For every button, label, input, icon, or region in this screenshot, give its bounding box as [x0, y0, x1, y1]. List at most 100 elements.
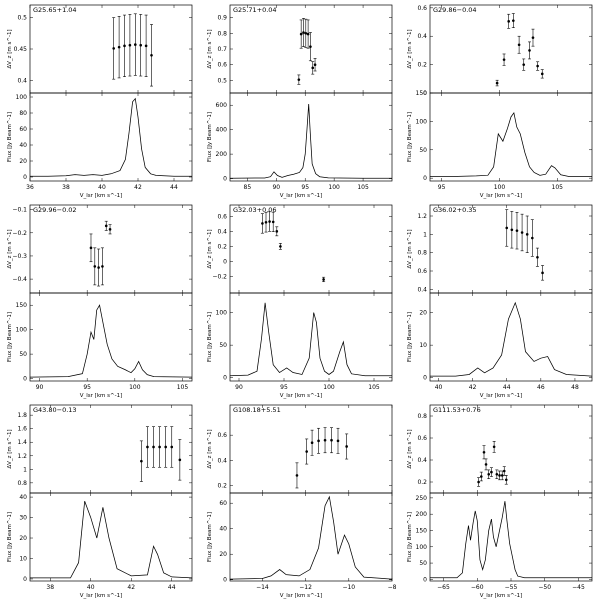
bottom-y-axis-label: Flux [Jy Beam^-1]	[207, 112, 213, 162]
top-y-tick-label: 0.2	[217, 482, 227, 489]
bottom-y-tick-label: 50	[19, 351, 27, 358]
data-point	[322, 278, 325, 281]
bottom-y-axis-label: Flux [Jy Beam^-1]	[407, 312, 413, 362]
data-point	[299, 32, 303, 36]
data-point	[345, 445, 348, 448]
x-axis-label: V_lsr [km s^-1]	[280, 593, 322, 599]
x-tick-label: −14	[256, 584, 269, 591]
top-y-tick-label: −0.2	[12, 230, 27, 237]
panel-1: G25.65+1.04 36 38 40 42 44 0.4 0.45 0.5 0 20 40 60 80…	[7, 4, 193, 199]
bottom-y-tick-label: 50	[419, 560, 427, 567]
spectrum-line	[430, 501, 592, 579]
x-tick-label: 40	[87, 584, 95, 591]
data-point	[531, 36, 535, 39]
bottom-y-tick-label: 0	[23, 576, 27, 583]
top-y-axis-label: ΔV_z [m s^-1]	[407, 429, 413, 468]
x-tick-label: 100	[328, 184, 340, 191]
top-y-axis-label: ΔV_z [m s^-1]	[407, 29, 413, 68]
data-point	[108, 228, 112, 231]
bottom-y-tick-label: 100	[416, 544, 428, 551]
bottom-y-tick-label: 150	[416, 527, 428, 534]
x-tick-label: 105	[357, 184, 369, 191]
x-tick-label: 100	[129, 384, 141, 391]
panel-title: G25.71+0.04	[233, 6, 277, 14]
data-point	[305, 450, 308, 453]
data-point	[97, 266, 100, 269]
panel-4: G29.96−0.02 90 95 100 105 −0.4 −0.3 −0.2 −0.1 0 50…	[7, 204, 193, 399]
bottom-y-tick-label: 0	[223, 577, 227, 584]
panel-title: G36.02+0.35	[433, 206, 477, 214]
panel-5: G32.03+0.06 90 95 100 105 −0.2 0 0.2 0.4 0.6 0 50 10…	[207, 204, 393, 399]
data-point	[495, 81, 499, 85]
data-point	[101, 265, 104, 268]
panel-title: G29.86−0.04	[433, 6, 477, 14]
bottom-panel-frame	[429, 492, 593, 582]
top-y-tick-label: 0.2	[217, 243, 227, 250]
data-point	[164, 445, 167, 449]
bottom-y-tick-label: 200	[416, 511, 428, 518]
bottom-panel-frame	[429, 292, 593, 382]
data-point	[89, 246, 93, 250]
data-point	[275, 230, 279, 233]
top-panel-frame	[429, 404, 593, 494]
top-y-tick-label: 0.9	[217, 15, 227, 22]
top-y-tick-label: 0.8	[417, 250, 427, 257]
top-panel-frame	[29, 204, 193, 294]
x-tick-label: 90	[272, 184, 280, 191]
x-tick-label: 95	[280, 384, 288, 391]
panel-2: G25.71+0.04 85 90 95 100 105 0.5 0.6 0.7 0.8 0.9 0 2…	[207, 4, 393, 199]
spectrum-line	[29, 304, 193, 378]
data-point	[302, 31, 305, 34]
top-y-tick-label: 0.8	[217, 30, 227, 37]
bottom-y-tick-label: 600	[216, 102, 228, 109]
top-y-axis-label: ΔV_z [m s^-1]	[207, 29, 213, 68]
x-axis-label: V_lsr [km s^-1]	[80, 393, 122, 399]
panel-3: G29.86−0.04 95 100 105 0 0.2 0.4 0.6 0 50 100 150 V_…	[407, 4, 593, 199]
bottom-y-tick-label: 60	[219, 500, 227, 507]
top-panel-frame	[29, 404, 193, 494]
panel-title: G111.53+0.76	[433, 406, 481, 414]
panel-7: G43.80−0.13 38 40 42 44 0.8 1 1.2 1.4 1.6 1.8 0 10 20…	[7, 404, 193, 599]
data-point	[134, 43, 137, 46]
data-point	[504, 478, 508, 482]
data-point	[487, 473, 491, 476]
panel-8: G108.18+5.51 −14 −12 −10 −8 0.2 0.4 0.6 0 20 40 60 V…	[207, 404, 397, 599]
bottom-y-tick-label: 0	[223, 375, 227, 382]
bottom-y-tick-label: 20	[19, 158, 27, 165]
bottom-y-tick-label: 50	[219, 342, 227, 349]
bottom-panel-frame	[229, 92, 393, 182]
data-point	[515, 229, 519, 232]
x-tick-label: 42	[134, 184, 142, 191]
top-panel-frame	[229, 404, 393, 494]
x-axis-label: V_lsr [km s^-1]	[480, 193, 522, 199]
top-y-tick-label: 1.4	[17, 439, 27, 446]
top-y-tick-label: 0.6	[217, 213, 227, 220]
bottom-y-axis-label: Flux [Jy Beam^-1]	[407, 512, 413, 562]
top-y-tick-label: −0.2	[212, 273, 227, 280]
top-y-tick-label: 0.4	[217, 457, 227, 464]
x-tick-label: −8	[388, 584, 397, 591]
data-point	[480, 475, 483, 478]
data-point	[317, 439, 320, 443]
bottom-y-tick-label: 0	[423, 576, 427, 583]
data-point	[536, 64, 539, 68]
data-point	[158, 445, 161, 449]
bottom-y-axis-label: Flux [Jy Beam^-1]	[7, 312, 13, 362]
data-point	[330, 438, 333, 442]
top-y-tick-label: 1.2	[17, 453, 27, 460]
data-point	[146, 445, 149, 449]
x-tick-label: 90	[235, 384, 243, 391]
panel-title: G32.03+0.06	[233, 206, 277, 214]
top-y-tick-label: 0.5	[217, 77, 227, 84]
data-point	[128, 43, 132, 47]
bottom-y-tick-label: 20	[419, 310, 427, 317]
data-point	[507, 20, 510, 23]
top-y-tick-label: 0.45	[14, 46, 28, 53]
bottom-y-tick-label: 40	[19, 494, 27, 501]
x-tick-label: 85	[244, 184, 252, 191]
spectrum-line	[430, 301, 593, 377]
top-y-tick-label: 0.2	[417, 62, 427, 69]
spectrum-line	[430, 111, 592, 177]
top-y-tick-label: 0.8	[417, 413, 427, 420]
spectrum-line	[30, 501, 193, 579]
